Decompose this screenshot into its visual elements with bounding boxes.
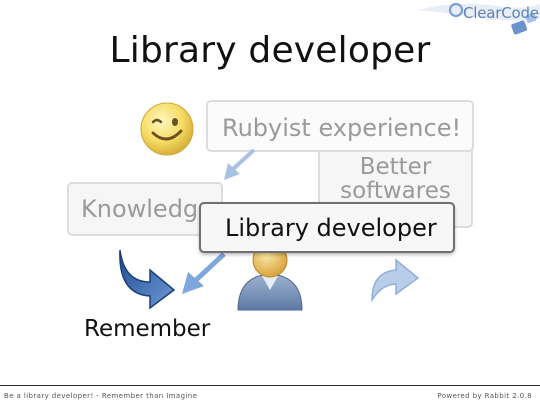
up-arrow-icon [371, 258, 420, 302]
library-developer-label: Library developer [225, 214, 437, 242]
down-left-arrow-icon [224, 148, 256, 180]
knowledge-label: Knowledge [81, 195, 213, 223]
curved-arrow-icon [119, 249, 176, 310]
slide-title: Library developer [109, 30, 431, 71]
better-label: Better [359, 154, 432, 180]
logo-text: ClearCode [463, 4, 539, 22]
library-developer-box: Library developer [199, 202, 455, 253]
smiley-icon [140, 102, 194, 156]
rubyist-label: Rubyist experience! [222, 114, 462, 142]
knowledge-box: Knowledge [67, 182, 223, 236]
clearcode-logo-icon [418, 2, 540, 35]
rubyist-experience-box: Rubyist experience! [206, 100, 474, 152]
footer-powered-by: Powered by Rabbit 2.0.8 [437, 392, 532, 400]
footer-divider [0, 385, 540, 386]
remember-label: Remember [84, 316, 211, 342]
down-left-arrow-icon [182, 252, 226, 294]
softwares-label: softwares [340, 178, 451, 204]
user-icon [237, 242, 303, 311]
footer-slide-title: Be a library developer! - Remember than … [4, 392, 198, 400]
